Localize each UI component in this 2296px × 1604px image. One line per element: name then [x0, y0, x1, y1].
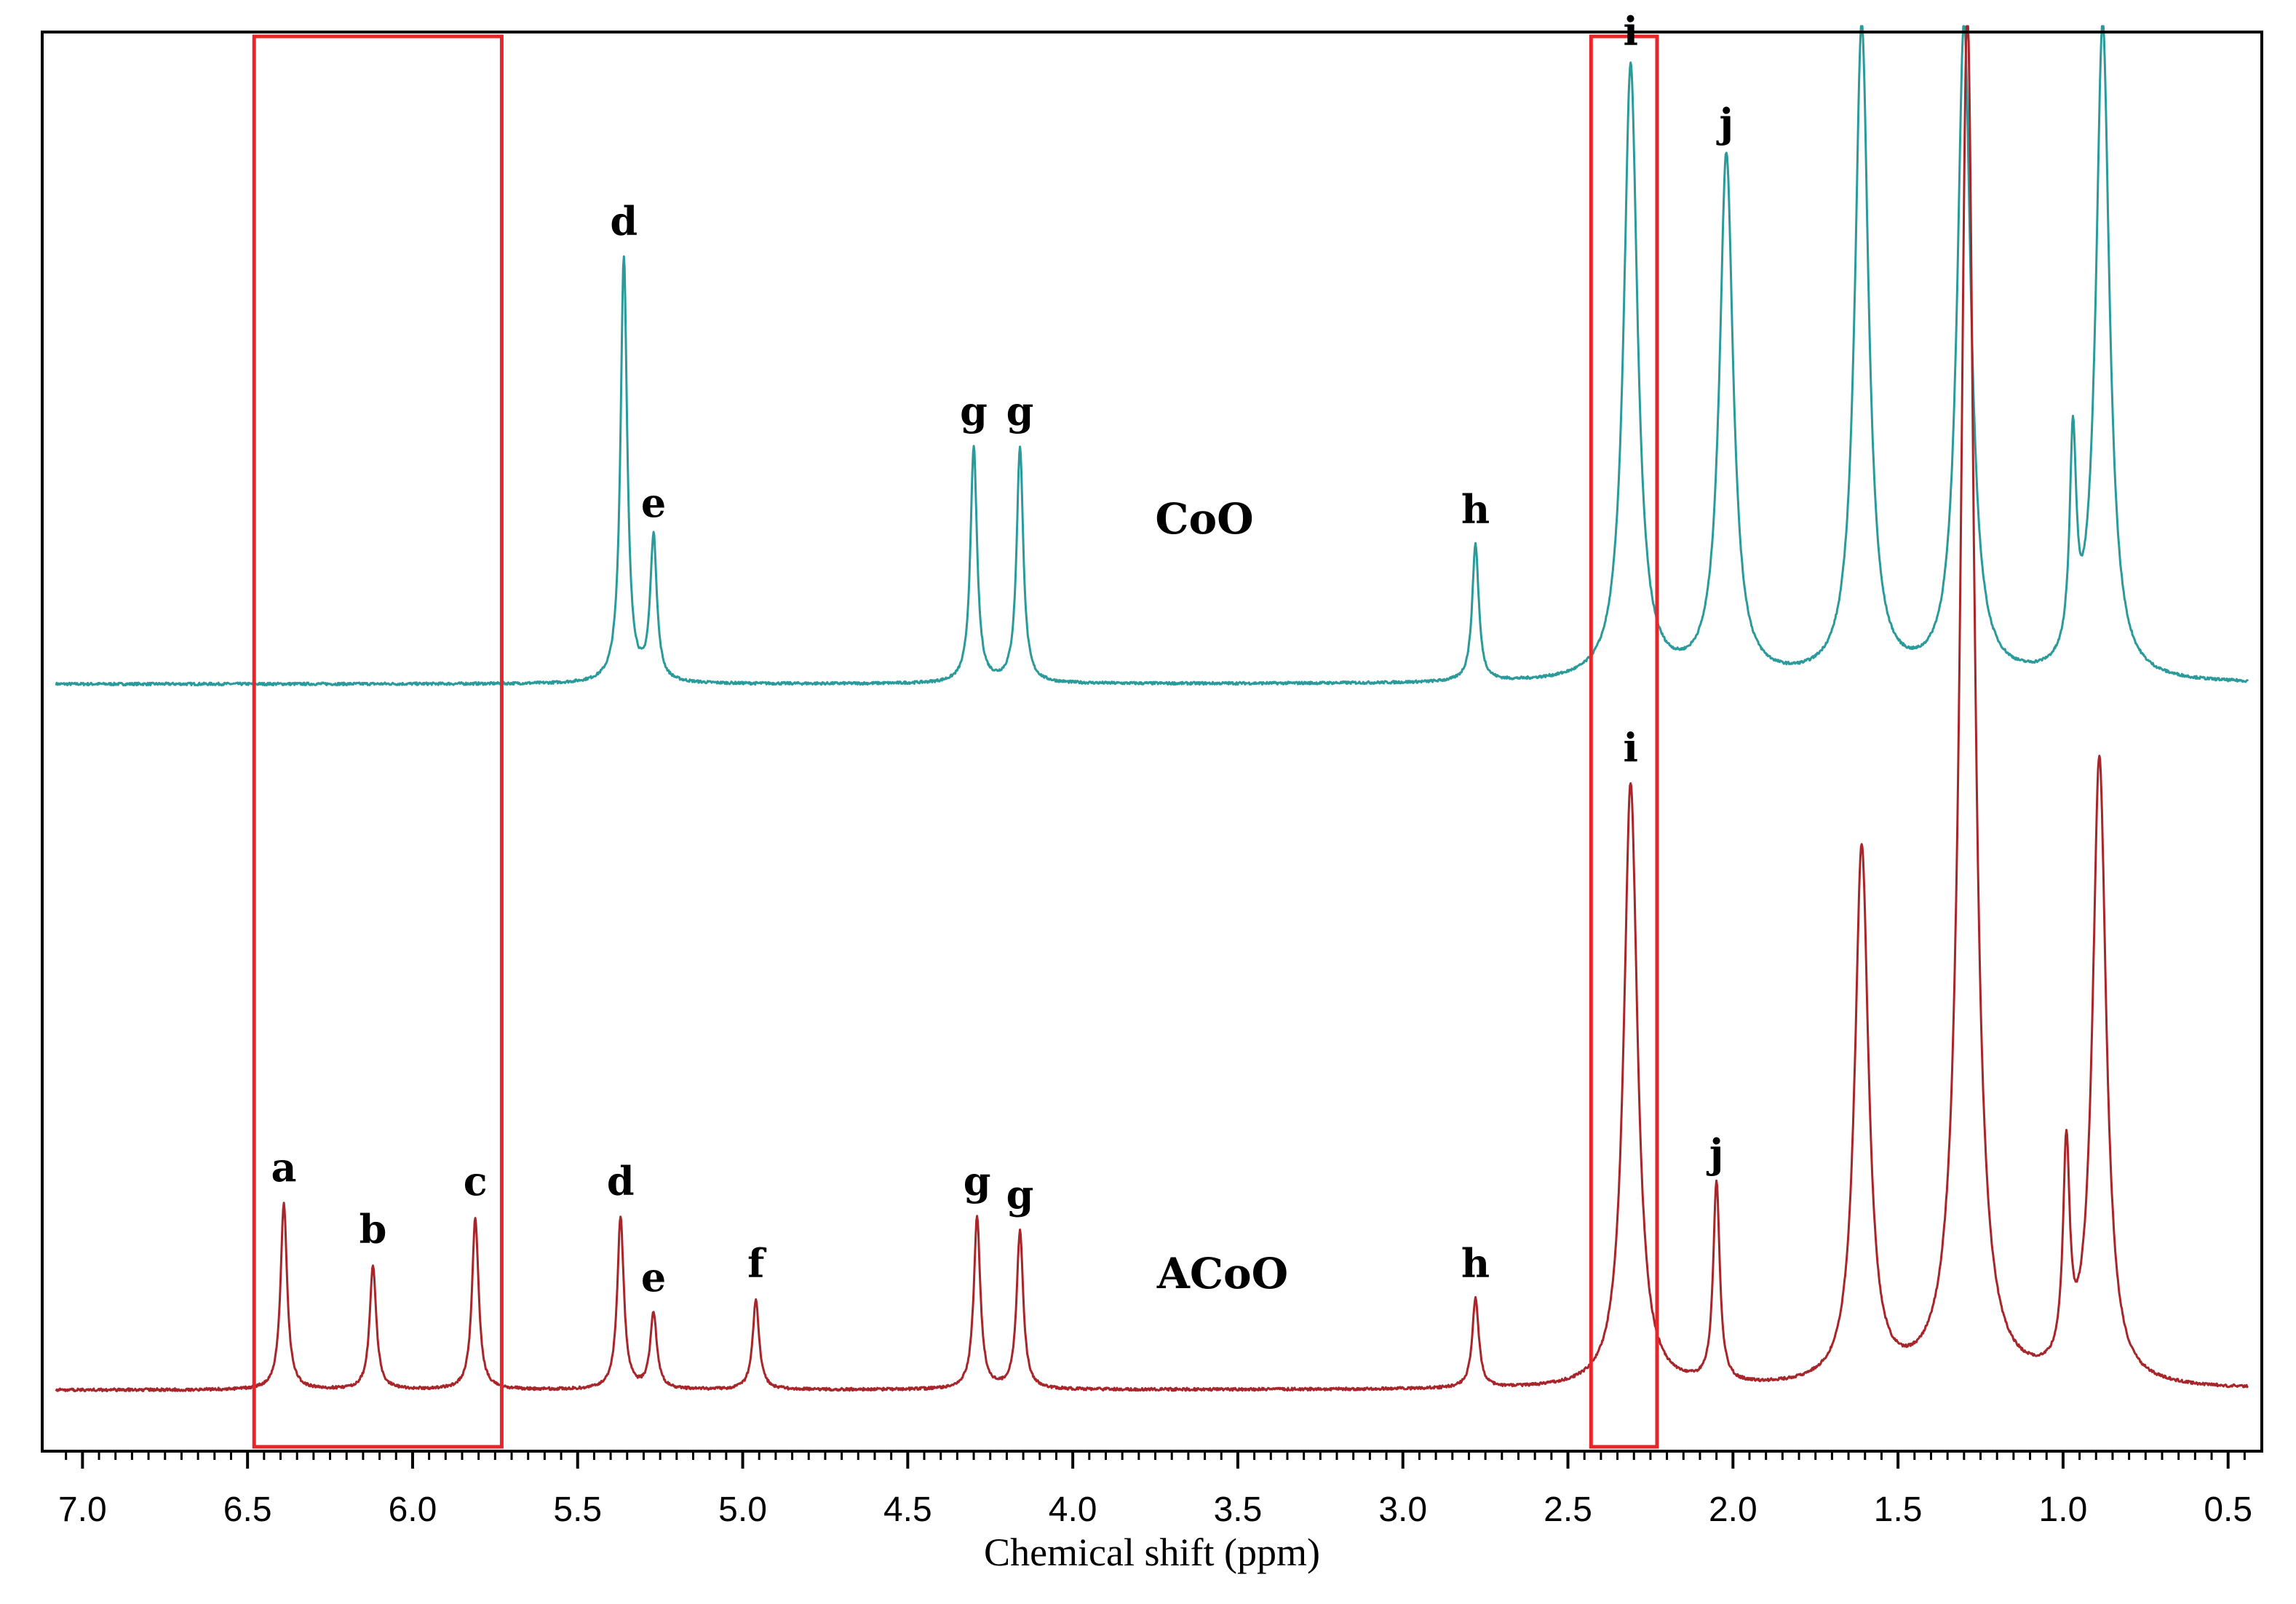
x-tick-label: 7.0: [58, 1490, 107, 1529]
peak-label-b: b: [360, 1206, 387, 1252]
x-tick-label: 6.5: [223, 1490, 272, 1529]
spectrum-line-coo: [55, 25, 2249, 687]
x-tick-label: 3.0: [1378, 1490, 1427, 1529]
x-tick-label: 6.0: [389, 1490, 437, 1529]
peak-label-g: g: [964, 1158, 991, 1204]
peak-label-d: d: [607, 1158, 635, 1204]
peak-label-h: h: [1461, 486, 1490, 533]
peak-label-g: g: [1006, 1172, 1034, 1218]
x-tick-label: 1.5: [1874, 1490, 1923, 1529]
highlight-box: [1589, 34, 1659, 1449]
peak-label-g: g: [1006, 388, 1034, 434]
x-tick-label: 1.0: [2039, 1490, 2088, 1529]
peak-label-c: c: [464, 1158, 488, 1204]
x-tick-label: 5.0: [718, 1490, 767, 1529]
x-tick-label: 4.0: [1049, 1490, 1097, 1529]
peak-label-j: j: [1706, 1130, 1724, 1177]
x-tick-label: 5.5: [553, 1490, 602, 1529]
peak-label-h: h: [1461, 1240, 1490, 1287]
highlight-box: [252, 34, 504, 1449]
x-tick-label: 0.5: [2204, 1490, 2252, 1529]
peak-label-i: i: [1623, 724, 1638, 771]
peak-label-j: j: [1715, 100, 1733, 146]
plot-frame: [41, 31, 2263, 1453]
peak-label-e: e: [641, 1254, 666, 1301]
peak-label-g: g: [960, 388, 988, 434]
peak-label-e: e: [641, 480, 666, 526]
peak-label-a: a: [271, 1144, 297, 1191]
spectrum-line-acoo: [55, 25, 2249, 1393]
peak-label-d: d: [610, 198, 637, 245]
peak-label-f: f: [747, 1240, 767, 1287]
x-tick-label: 2.0: [1709, 1490, 1757, 1529]
x-tick-label: 3.5: [1214, 1490, 1263, 1529]
sample-label-coo: CoO: [1155, 494, 1253, 544]
x-tick-label: 4.5: [883, 1490, 932, 1529]
sample-label-acoo: ACoO: [1156, 1249, 1288, 1298]
x-tick-label: 2.5: [1544, 1490, 1592, 1529]
x-axis-title: Chemical shift (ppm): [984, 1530, 1320, 1574]
spectra-layer: [55, 25, 2249, 1393]
x-axis: 7.0 6.5 6.0 5.5 5.0 4.5 4.0 3.5 3.0 2.5 2.0 1.5 1.0 0…: [58, 1451, 2252, 1529]
highlight-boxes: [252, 34, 1659, 1449]
